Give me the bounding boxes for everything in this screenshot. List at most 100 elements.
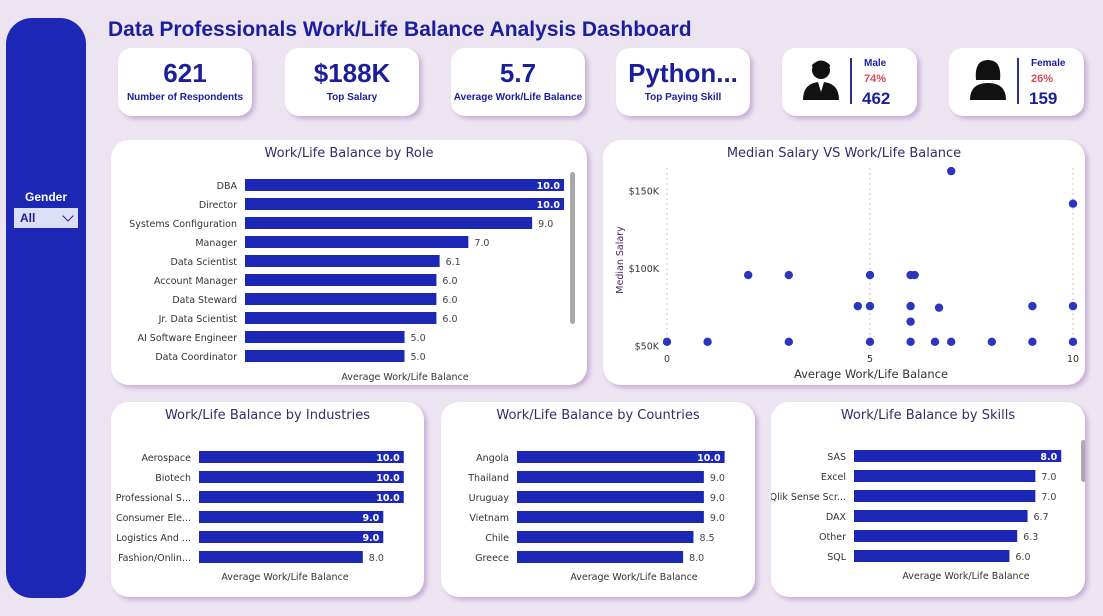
scatter-point bbox=[987, 337, 996, 347]
scatter-point bbox=[910, 270, 919, 280]
scatter-point bbox=[1068, 301, 1078, 311]
data-label: 6.0 bbox=[442, 314, 457, 325]
female-label: Female bbox=[1031, 58, 1066, 69]
x-axis-label: Average Work/Life Balance bbox=[794, 367, 948, 381]
data-label: 8.0 bbox=[1040, 452, 1057, 463]
scatter-point bbox=[1068, 199, 1078, 208]
category-label: Jr. Data Scientist bbox=[158, 314, 238, 325]
category-label: SAS bbox=[827, 452, 846, 463]
category-label: DAX bbox=[826, 512, 847, 523]
chart-title: Work/Life Balance by Industries bbox=[164, 408, 371, 423]
kpi-card-top-skill: Python... Top Paying Skill bbox=[616, 48, 750, 116]
kpi-value: 5.7 bbox=[499, 58, 537, 88]
data-label: 9.0 bbox=[362, 533, 379, 544]
y-tick-label: $150K bbox=[629, 186, 660, 197]
scatter-point bbox=[744, 270, 753, 280]
scrollbar bbox=[570, 172, 575, 324]
gender-slicer-label: Gender bbox=[24, 190, 67, 204]
category-label: SQL bbox=[827, 552, 847, 563]
category-label: Systems Configuration bbox=[129, 219, 237, 230]
chart-title: Work/Life Balance by Role bbox=[264, 146, 434, 161]
male-person-icon bbox=[803, 60, 839, 100]
kpi-label: Average Work/Life Balance bbox=[453, 92, 583, 103]
bar bbox=[199, 471, 404, 483]
chart-title: Work/Life Balance by Countries bbox=[496, 408, 700, 423]
x-axis-label: Average Work/Life Balance bbox=[341, 372, 468, 383]
male-label: Male bbox=[864, 58, 887, 69]
scatter-point bbox=[662, 337, 672, 347]
bar bbox=[245, 274, 437, 286]
kpi-label: Top Salary bbox=[326, 92, 378, 103]
data-label: 10.0 bbox=[376, 493, 400, 504]
male-count: 462 bbox=[862, 89, 891, 108]
role-chart-card: Work/Life Balance by Role DBA 10.0 Directo… bbox=[111, 140, 587, 385]
data-label: 6.0 bbox=[442, 295, 457, 306]
data-label: 9.0 bbox=[710, 493, 725, 504]
bar bbox=[245, 255, 440, 267]
female-percent: 26% bbox=[1031, 73, 1054, 85]
scatter-point bbox=[947, 166, 956, 176]
scatter-point bbox=[865, 270, 875, 280]
skills-bar-chart: SAS 8.0 Excel 7.0 Qlik Sense Scr... 7.0 DAX 6.7… bbox=[771, 440, 1085, 582]
bar bbox=[517, 551, 684, 563]
salary-scatter-chart: 0 5 10 $50K $100K $150K Average Work/Life Bala… bbox=[615, 166, 1079, 381]
scatter-point bbox=[906, 337, 915, 347]
scrollbar bbox=[1081, 440, 1085, 482]
data-label: 9.0 bbox=[538, 219, 553, 230]
data-label: 7.0 bbox=[1041, 492, 1056, 503]
category-label: DBA bbox=[217, 181, 238, 192]
bar bbox=[854, 530, 1018, 542]
chevron-down-icon[interactable] bbox=[62, 209, 74, 222]
gender-slicer-dropdown[interactable]: All bbox=[14, 208, 78, 228]
role-bar-chart: DBA 10.0 Director 10.0 Systems Configuration… bbox=[129, 172, 575, 383]
gender-slicer-value: All bbox=[20, 211, 36, 225]
x-axis-label: Average Work/Life Balance bbox=[221, 572, 348, 583]
kpi-label: Number of Respondents bbox=[126, 92, 244, 103]
bar bbox=[245, 198, 565, 210]
bar bbox=[199, 531, 384, 543]
data-label: 5.0 bbox=[411, 352, 426, 363]
bar bbox=[245, 179, 565, 191]
category-label: Data Coordinator bbox=[155, 352, 237, 363]
scatter-point bbox=[930, 337, 940, 347]
x-axis-label: Average Work/Life Balance bbox=[570, 572, 697, 583]
male-percent: 74% bbox=[864, 73, 887, 85]
scatter-point bbox=[1028, 301, 1037, 311]
data-label: 10.0 bbox=[697, 453, 721, 464]
scatter-point bbox=[703, 337, 712, 347]
data-label: 6.7 bbox=[1034, 512, 1049, 523]
data-label: 8.0 bbox=[369, 553, 384, 564]
scatter-point bbox=[934, 303, 944, 312]
data-label: 10.0 bbox=[376, 473, 400, 484]
data-label: 10.0 bbox=[376, 453, 400, 464]
data-label: 6.3 bbox=[1023, 532, 1038, 543]
kpi-card-avg-balance: 5.7 Average Work/Life Balance bbox=[451, 48, 585, 116]
scatter-point bbox=[1028, 337, 1037, 347]
category-label: Fashion/Onlin... bbox=[118, 553, 191, 564]
scatter-point bbox=[784, 270, 793, 280]
category-label: Other bbox=[819, 532, 846, 543]
bar bbox=[199, 551, 363, 563]
category-label: Thailand bbox=[467, 473, 509, 484]
bar bbox=[517, 531, 694, 543]
category-label: Qlik Sense Scr... bbox=[771, 492, 846, 503]
bar bbox=[517, 511, 704, 523]
skills-chart-card: Work/Life Balance by Skills SAS 8.0 Excel 7… bbox=[771, 402, 1085, 597]
bar bbox=[199, 451, 404, 463]
bar bbox=[517, 491, 704, 503]
data-label: 8.0 bbox=[689, 553, 704, 564]
chart-title: Work/Life Balance by Skills bbox=[840, 408, 1016, 423]
category-label: Logistics And ... bbox=[116, 533, 191, 544]
data-label: 9.0 bbox=[710, 473, 725, 484]
bar bbox=[854, 510, 1028, 522]
bar bbox=[199, 491, 404, 503]
bar bbox=[517, 471, 704, 483]
category-label: Angola bbox=[476, 453, 509, 464]
sidebar: Gender All bbox=[6, 18, 86, 598]
category-label: Manager bbox=[195, 238, 237, 249]
category-label: AI Software Engineer bbox=[137, 333, 237, 344]
scatter-point bbox=[865, 301, 875, 311]
female-person-icon bbox=[970, 60, 1006, 100]
bar bbox=[245, 293, 437, 305]
category-label: Aerospace bbox=[141, 453, 191, 464]
